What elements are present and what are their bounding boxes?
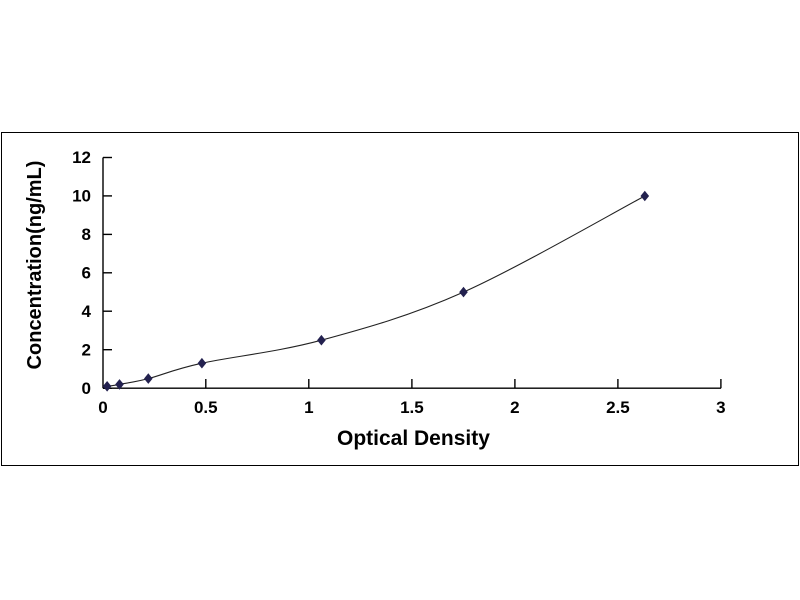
svg-text:2: 2: [82, 341, 91, 360]
svg-text:0: 0: [98, 398, 107, 417]
svg-text:1.5: 1.5: [400, 398, 424, 417]
svg-text:0: 0: [82, 379, 91, 398]
svg-text:12: 12: [72, 148, 91, 167]
svg-text:Concentration(ng/mL): Concentration(ng/mL): [24, 161, 46, 370]
svg-text:10: 10: [72, 187, 91, 206]
svg-text:0.5: 0.5: [194, 398, 218, 417]
svg-text:6: 6: [82, 264, 91, 283]
svg-text:2: 2: [510, 398, 519, 417]
svg-text:8: 8: [82, 225, 91, 244]
svg-text:2.5: 2.5: [606, 398, 630, 417]
svg-text:3: 3: [716, 398, 725, 417]
svg-text:4: 4: [82, 302, 92, 321]
svg-text:1: 1: [304, 398, 313, 417]
